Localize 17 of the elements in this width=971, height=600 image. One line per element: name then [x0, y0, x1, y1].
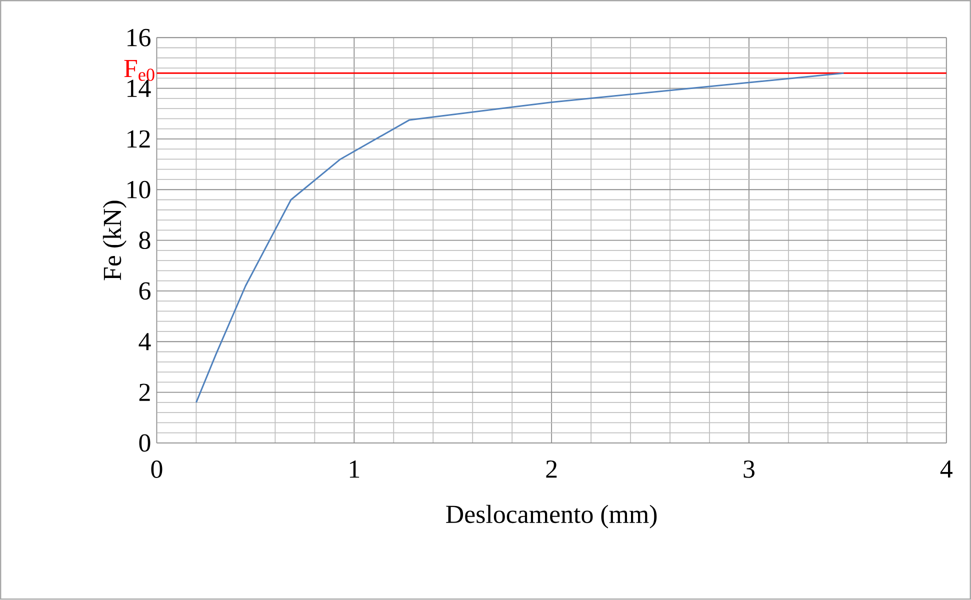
- y-tick-label: 8: [139, 232, 150, 250]
- x-tick-label: 1: [350, 460, 360, 478]
- y-tick-label: 2: [139, 384, 150, 402]
- y-tick-label: 0: [139, 434, 150, 452]
- y-tick-label: 12: [128, 130, 150, 148]
- y-tick-label: 4: [138, 333, 151, 350]
- y-tick-label: 6: [139, 282, 150, 300]
- x-tick-label: 0: [151, 460, 162, 478]
- y-tick-label: 16: [128, 29, 150, 46]
- x-tick-label: 2: [546, 460, 557, 478]
- y-tick-label: 10: [128, 181, 150, 199]
- line-series: [195, 72, 844, 404]
- y-tick-label: 14: [128, 80, 151, 97]
- x-axis-title: Deslocamento (mm): [446, 505, 657, 529]
- y-axis-title: Fe (kN): [102, 200, 126, 280]
- x-tick-label: 4: [940, 460, 952, 478]
- x-tick-label: 3: [744, 460, 754, 478]
